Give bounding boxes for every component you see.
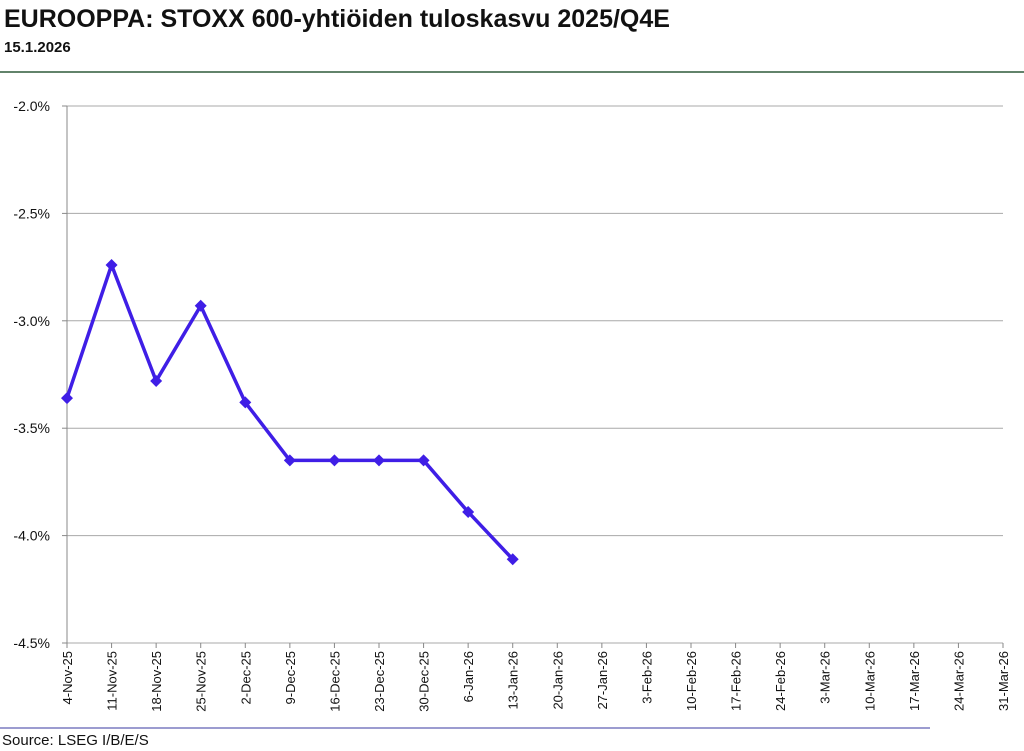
x-tick-label: 10-Mar-26 (862, 651, 877, 711)
y-tick-label: -3.0% (13, 313, 50, 329)
x-tick-label: 20-Jan-26 (550, 651, 565, 710)
x-tick-label: 24-Mar-26 (951, 651, 966, 711)
x-tick-label: 2-Dec-25 (238, 651, 253, 704)
x-tick-label: 25-Nov-25 (194, 651, 209, 712)
x-tick-label: 23-Dec-25 (372, 651, 387, 712)
point (194, 299, 207, 312)
x-tick-label: 6-Jan-26 (461, 651, 476, 702)
point (373, 454, 385, 467)
x-tick-label: 17-Feb-26 (729, 651, 744, 711)
x-tick-label: 10-Feb-26 (684, 651, 699, 711)
y-tick-label: -3.5% (13, 420, 50, 436)
point (150, 374, 163, 387)
y-tick-label: -4.0% (13, 528, 50, 544)
x-tick-label: 16-Dec-25 (327, 651, 342, 712)
x-tick-label: 17-Mar-26 (907, 651, 922, 711)
y-tick-label: -2.5% (13, 205, 50, 221)
x-tick-label: 18-Nov-25 (149, 651, 164, 712)
x-tick-label: 30-Dec-25 (417, 651, 432, 712)
x-tick-label: 27-Jan-26 (595, 651, 610, 710)
x-tick-label: 31-Mar-26 (996, 651, 1011, 711)
x-tick-label: 11-Nov-25 (105, 651, 120, 711)
point (417, 454, 430, 467)
x-tick-label: 3-Mar-26 (818, 651, 833, 704)
series-line (65, 263, 514, 561)
point (283, 454, 296, 467)
x-tick-label: 9-Dec-25 (283, 651, 298, 704)
y-tick-label: -2.0% (13, 98, 50, 114)
point (462, 505, 475, 518)
source: Source: LSEG I/B/E/S (2, 732, 149, 749)
chart-title: EUROOPPA: STOXX 600-yhtiöiden tuloskasvu… (4, 5, 670, 33)
y-tick-label: -4.5% (13, 635, 50, 651)
x-tick-label: 4-Nov-25 (60, 651, 75, 704)
point (105, 258, 118, 271)
x-tick-label: 13-Jan-26 (506, 651, 521, 710)
x-tick-label: 24-Feb-26 (773, 651, 788, 711)
point (506, 553, 519, 566)
chart-subtitle: 15.1.2026 (4, 39, 71, 56)
point (239, 396, 252, 409)
x-tick-label: 3-Feb-26 (639, 651, 654, 704)
point (61, 392, 73, 405)
point (328, 454, 341, 467)
